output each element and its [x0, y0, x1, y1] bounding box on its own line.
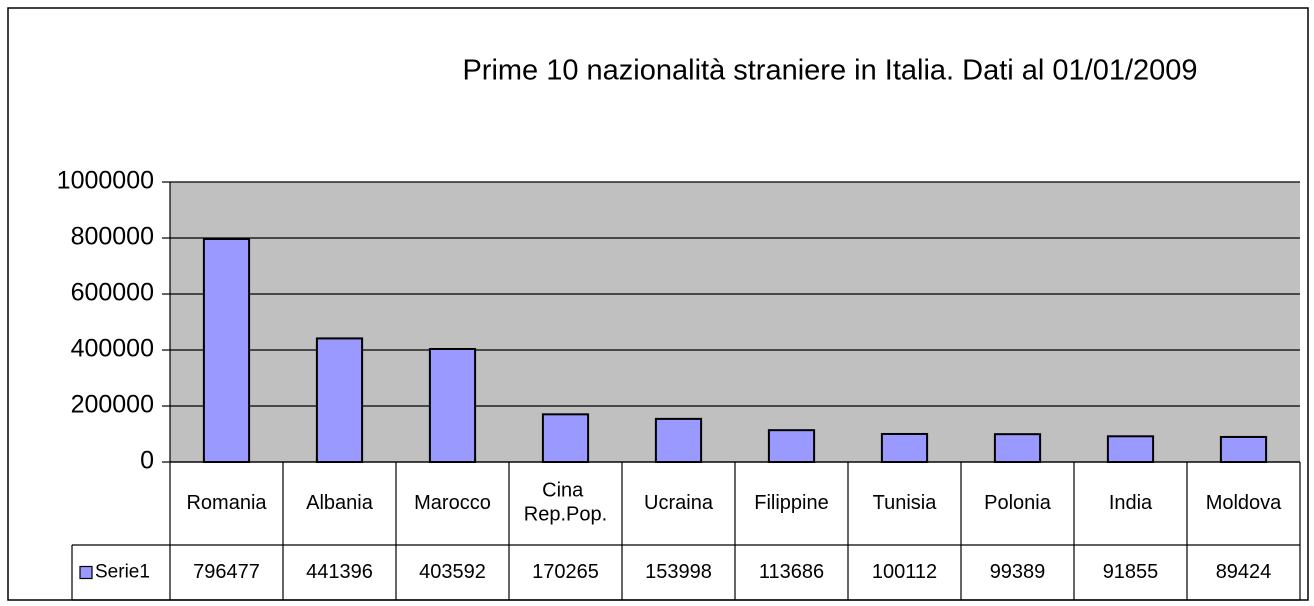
- table-value: 153998: [645, 561, 712, 583]
- bar: [428, 347, 477, 463]
- x-tick-label: Tunisia: [873, 492, 938, 514]
- bar: [202, 237, 251, 463]
- y-tick-label: 600000: [71, 279, 154, 307]
- table-value: 91855: [1103, 561, 1159, 583]
- bar: [880, 432, 929, 463]
- table-value: 113686: [759, 561, 824, 583]
- bar: [993, 433, 1042, 464]
- y-tick-label: 400000: [71, 335, 154, 363]
- x-tick-label: Polonia: [984, 492, 1052, 514]
- table-value: 403592: [419, 561, 486, 583]
- x-tick-label: Ucraina: [644, 492, 714, 514]
- table-value: 796477: [193, 561, 260, 583]
- table-value: 441396: [306, 561, 373, 583]
- y-tick-label: 1000000: [57, 167, 154, 195]
- legend-label: Serie1: [95, 562, 150, 583]
- table-value: 170265: [532, 561, 599, 583]
- x-tick-label: Moldova: [1206, 492, 1282, 514]
- bar: [1219, 435, 1268, 463]
- table-value: 99389: [990, 561, 1046, 583]
- x-tick-label: Filippine: [754, 492, 828, 514]
- x-tick-label: India: [1109, 492, 1153, 514]
- y-tick-label: 0: [140, 447, 154, 475]
- bar: [315, 337, 364, 463]
- chart-title: Prime 10 nazionalità straniere in Italia…: [462, 55, 1197, 87]
- table-value: 89424: [1216, 561, 1272, 583]
- bar: [654, 417, 703, 463]
- table-value: 100112: [872, 561, 937, 583]
- y-tick-label: 200000: [71, 391, 154, 419]
- bar: [1106, 435, 1155, 464]
- y-tick-label: 800000: [71, 223, 154, 251]
- bar: [541, 413, 590, 464]
- legend-key: [79, 565, 93, 580]
- x-tick-label: Albania: [306, 492, 374, 514]
- x-tick-label: Cina Rep.Pop.: [524, 480, 607, 526]
- x-tick-label: Marocco: [414, 492, 491, 514]
- bar: [767, 429, 816, 463]
- x-tick-label: Romania: [186, 492, 267, 514]
